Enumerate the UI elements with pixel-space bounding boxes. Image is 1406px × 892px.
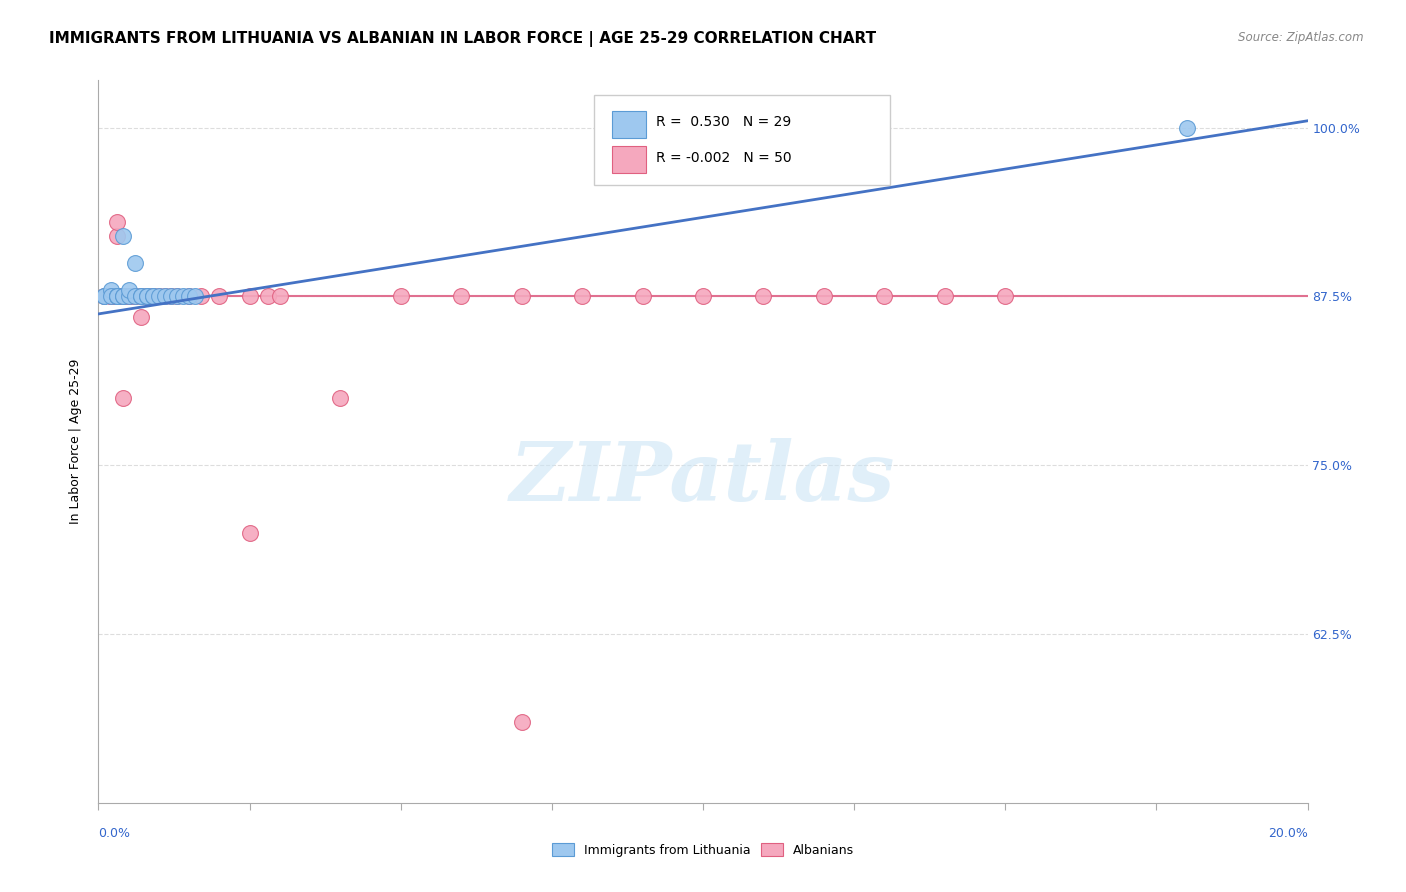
Point xyxy=(813,289,835,303)
Point xyxy=(135,289,157,303)
Point xyxy=(510,289,533,303)
Point xyxy=(111,289,134,303)
Point xyxy=(631,289,654,303)
Point xyxy=(190,289,212,303)
Text: R =  0.530   N = 29: R = 0.530 N = 29 xyxy=(655,115,792,129)
Y-axis label: In Labor Force | Age 25-29: In Labor Force | Age 25-29 xyxy=(69,359,83,524)
Point xyxy=(93,289,115,303)
Point xyxy=(111,391,134,405)
Point xyxy=(100,289,122,303)
FancyBboxPatch shape xyxy=(595,95,890,185)
Point xyxy=(752,289,775,303)
Point xyxy=(994,289,1017,303)
Point xyxy=(239,525,262,540)
Point xyxy=(184,289,207,303)
Point xyxy=(256,289,278,303)
Point xyxy=(142,289,165,303)
Point xyxy=(179,289,201,303)
Point xyxy=(269,289,291,303)
Point xyxy=(135,289,157,303)
Point xyxy=(239,289,262,303)
Point xyxy=(111,289,134,303)
Point xyxy=(129,289,152,303)
Point xyxy=(93,289,115,303)
Point xyxy=(105,289,128,303)
Point xyxy=(111,289,134,303)
Point xyxy=(118,289,141,303)
Point xyxy=(129,289,152,303)
Point xyxy=(100,289,122,303)
Point xyxy=(129,289,152,303)
Text: ZIPatlas: ZIPatlas xyxy=(510,438,896,517)
Point xyxy=(1175,120,1198,135)
FancyBboxPatch shape xyxy=(613,146,647,173)
Point xyxy=(208,289,231,303)
Point xyxy=(105,289,128,303)
Point xyxy=(166,289,188,303)
Point xyxy=(105,289,128,303)
Text: R = -0.002   N = 50: R = -0.002 N = 50 xyxy=(655,151,792,165)
Point xyxy=(105,289,128,303)
Point xyxy=(100,283,122,297)
Point xyxy=(100,289,122,303)
Point xyxy=(934,289,956,303)
Point xyxy=(873,289,896,303)
Point xyxy=(105,215,128,229)
Point xyxy=(105,289,128,303)
Point xyxy=(692,289,714,303)
Point xyxy=(129,310,152,324)
Point xyxy=(160,289,183,303)
Point xyxy=(329,391,352,405)
Point xyxy=(105,289,128,303)
Point xyxy=(571,289,593,303)
Point xyxy=(153,289,176,303)
Legend: Immigrants from Lithuania, Albanians: Immigrants from Lithuania, Albanians xyxy=(547,838,859,862)
Point xyxy=(692,161,714,175)
Point xyxy=(111,289,134,303)
Point xyxy=(111,289,134,303)
Point xyxy=(172,289,194,303)
Point xyxy=(100,289,122,303)
Point xyxy=(142,289,165,303)
Point xyxy=(105,289,128,303)
Point xyxy=(118,289,141,303)
Point xyxy=(135,289,157,303)
Point xyxy=(160,289,183,303)
Point xyxy=(100,289,122,303)
FancyBboxPatch shape xyxy=(613,111,647,138)
Point xyxy=(135,289,157,303)
Point xyxy=(118,289,141,303)
Text: 20.0%: 20.0% xyxy=(1268,827,1308,840)
Point xyxy=(389,289,412,303)
Point xyxy=(118,283,141,297)
Point xyxy=(148,289,170,303)
Point xyxy=(124,289,146,303)
Point xyxy=(510,714,533,729)
Point xyxy=(124,289,146,303)
Text: 0.0%: 0.0% xyxy=(98,827,131,840)
Point xyxy=(142,289,165,303)
Point xyxy=(179,289,201,303)
Point xyxy=(450,289,472,303)
Point xyxy=(124,255,146,269)
Point xyxy=(118,289,141,303)
Point xyxy=(153,289,176,303)
Point xyxy=(111,228,134,243)
Point xyxy=(124,289,146,303)
Point xyxy=(93,289,115,303)
Point xyxy=(148,289,170,303)
Point xyxy=(105,228,128,243)
Point xyxy=(142,289,165,303)
Text: Source: ZipAtlas.com: Source: ZipAtlas.com xyxy=(1239,31,1364,45)
Point xyxy=(166,289,188,303)
Text: IMMIGRANTS FROM LITHUANIA VS ALBANIAN IN LABOR FORCE | AGE 25-29 CORRELATION CHA: IMMIGRANTS FROM LITHUANIA VS ALBANIAN IN… xyxy=(49,31,876,47)
